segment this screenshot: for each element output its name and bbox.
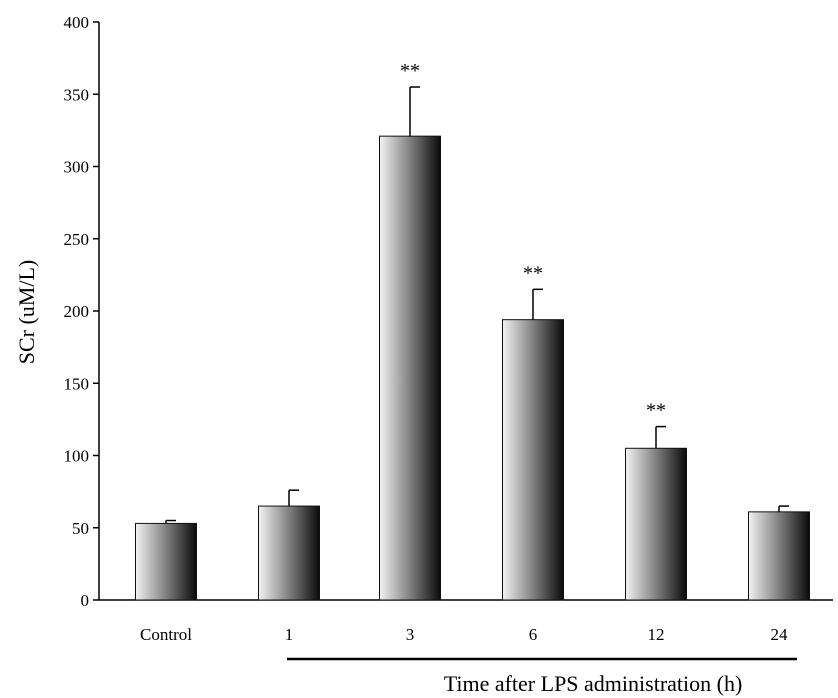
- y-tick-label: 300: [64, 158, 90, 177]
- bar: [258, 505, 320, 601]
- y-tick-label: 400: [64, 13, 90, 32]
- bar: [625, 447, 687, 601]
- x-tick-label: 24: [771, 625, 789, 644]
- x-tick-label: 6: [529, 625, 538, 644]
- y-tick-label: 0: [81, 591, 90, 610]
- axes: 0 50 100 150 200 250 300 350 400: [64, 13, 833, 610]
- y-tick-label: 250: [64, 230, 90, 249]
- x-tick-label: 1: [285, 625, 294, 644]
- significance-label: **: [400, 60, 420, 82]
- bar: [502, 319, 564, 601]
- x-tick-label: Control: [140, 625, 192, 644]
- bar: [748, 511, 810, 601]
- significance-label: **: [646, 400, 666, 422]
- y-tick-label: 350: [64, 85, 90, 104]
- bars-group: [135, 86, 810, 601]
- y-tick-label: 100: [64, 447, 90, 466]
- significance-label: **: [523, 262, 543, 284]
- x-tick-label: 12: [648, 625, 665, 644]
- y-tick-label: 200: [64, 302, 90, 321]
- bar: [135, 522, 197, 601]
- x-tick-label: 3: [406, 625, 415, 644]
- x-axis-title: Time after LPS administration (h): [444, 671, 743, 696]
- labels-group: Control 1 ** 3 ** 6 ** 12 24: [140, 60, 788, 644]
- y-tick-label: 150: [64, 374, 90, 393]
- y-tick-label: 50: [72, 519, 89, 538]
- y-axis-title: SCr (uM/L): [14, 260, 39, 365]
- bar: [379, 135, 441, 601]
